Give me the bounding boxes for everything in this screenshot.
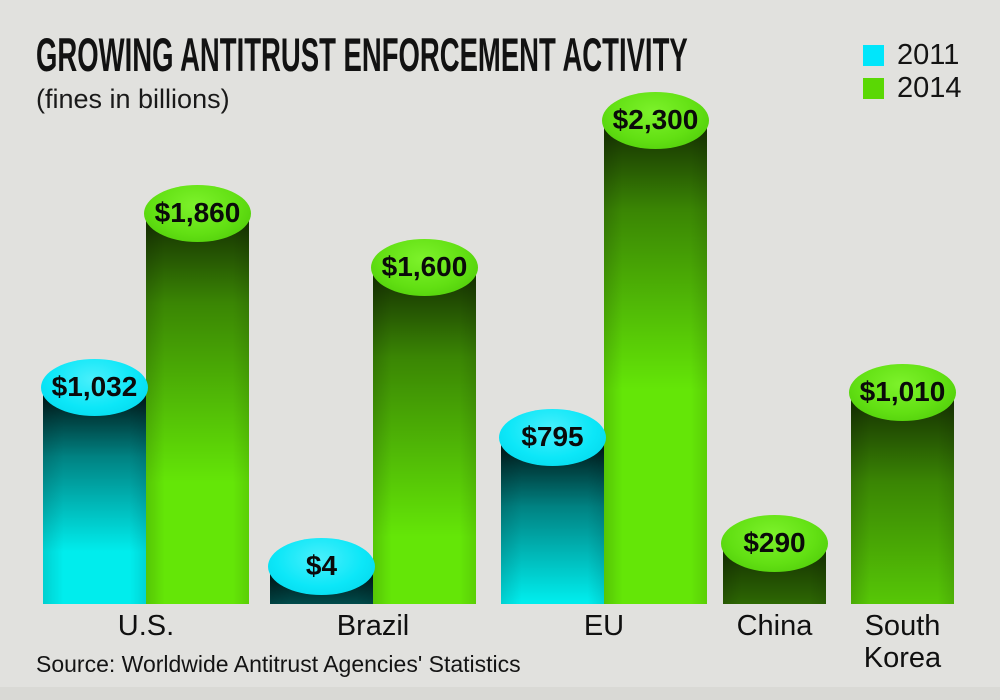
chart-title: GROWING ANTITRUST ENFORCEMENT ACTIVITY: [36, 28, 688, 81]
legend-swatch-2014-icon: [863, 78, 884, 99]
legend-label-2014: 2014: [897, 72, 962, 104]
category-label-u-s-: U.S.: [117, 610, 175, 642]
category-label-brazil: Brazil: [336, 610, 410, 642]
bar-2014-u-s-: [146, 213, 249, 604]
value-label-2014-eu: $2,300: [602, 91, 709, 149]
value-label-2011-eu: $795: [499, 408, 606, 466]
bar-2014-south-korea: [851, 392, 954, 604]
value-label-2014-u-s-: $1,860: [144, 184, 251, 242]
source-note: Source: Worldwide Antitrust Agencies' St…: [36, 651, 521, 677]
category-label-eu: EU: [583, 610, 625, 642]
legend-item-2011: 2011: [863, 41, 959, 70]
value-label-2011-u-s-: $1,032: [41, 358, 148, 416]
category-label-china: China: [736, 610, 813, 642]
value-label-2014-brazil: $1,600: [371, 238, 478, 296]
chart-subtitle: (fines in billions): [36, 84, 230, 114]
category-label-south-korea: South Korea: [863, 610, 942, 674]
legend-swatch-2011-icon: [863, 45, 884, 66]
legend-item-2014: 2014: [863, 74, 962, 103]
bottom-edge-strip: [0, 687, 1000, 700]
legend-label-2011: 2011: [897, 39, 960, 71]
bar-2014-brazil: [373, 267, 476, 604]
value-label-2011-brazil: $4: [268, 537, 375, 595]
value-label-2014-south-korea: $1,010: [849, 363, 956, 421]
bar-2014-eu: [604, 120, 707, 604]
value-label-2014-china: $290: [721, 514, 828, 572]
bar-2011-u-s-: [43, 387, 146, 604]
